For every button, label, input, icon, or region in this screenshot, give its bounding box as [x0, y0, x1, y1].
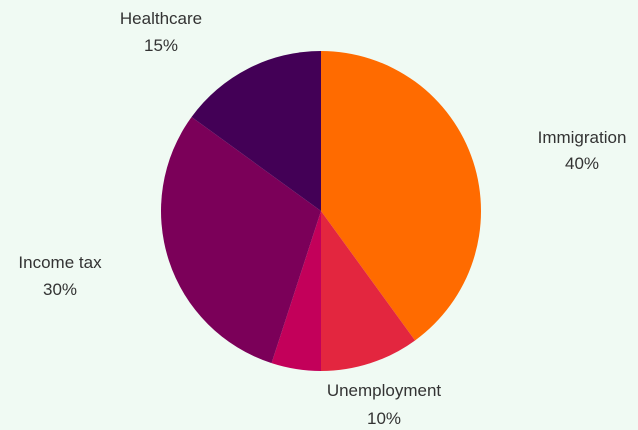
slice-value-healthcare: 15%	[144, 36, 178, 55]
pie-labels: Immigration 40% Unemployment 10% Income …	[18, 9, 626, 428]
pie-slices	[160, 51, 482, 371]
slice-label-healthcare: Healthcare	[120, 9, 202, 28]
pie-slice-income-tax	[160, 116, 321, 364]
slice-label-income-tax: Income tax	[18, 253, 102, 272]
pie-slice-immigration	[321, 51, 482, 341]
pie-slice-healthcare	[191, 51, 321, 211]
slice-value-unemployment: 10%	[367, 409, 401, 428]
slice-label-immigration: Immigration	[538, 128, 627, 147]
slice-value-income-tax: 30%	[43, 280, 77, 299]
slice-label-unemployment: Unemployment	[327, 381, 442, 400]
slice-value-immigration: 40%	[565, 154, 599, 173]
pie-slice-unemployment	[321, 211, 416, 371]
pie-slice-unlabeled-2	[271, 211, 321, 371]
